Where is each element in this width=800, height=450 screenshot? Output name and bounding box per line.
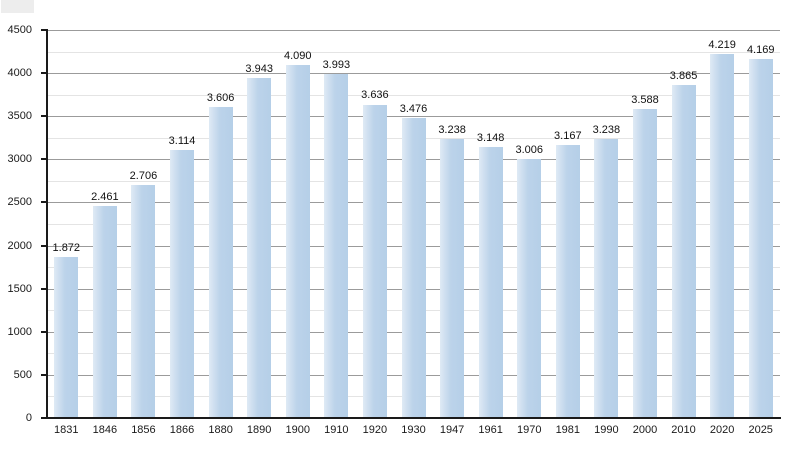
bar-value-label: 4.169: [746, 43, 775, 56]
bar: [710, 54, 735, 418]
bar-value-label: 4.090: [283, 50, 312, 63]
corner-artifact-box: [1, 0, 34, 13]
bar-value-label: 3.993: [322, 58, 351, 71]
bar: [54, 256, 79, 418]
bar: [555, 144, 580, 418]
y-axis-tick-label: 1500: [7, 282, 32, 295]
bar-value-label: 3.943: [245, 63, 273, 76]
y-axis-tick-label: 3000: [7, 153, 32, 166]
y-axis-tick-label: 2000: [7, 239, 32, 252]
x-axis-tick-label: 1930: [401, 424, 426, 436]
x-axis-tick-label: 1900: [285, 424, 310, 436]
bar: [170, 149, 195, 418]
y-axis-tick-label: 1000: [7, 325, 32, 338]
x-axis-tick-label: 2020: [709, 424, 735, 436]
y-axis-tick: [41, 330, 47, 333]
x-axis-tick-label: 1990: [594, 424, 619, 436]
x-axis-tick-label: 1856: [131, 424, 156, 436]
y-axis-tick: [41, 287, 47, 290]
x-axis-tick-label: 2000: [632, 424, 658, 436]
bar-value-label: 2.461: [91, 190, 119, 203]
major-gridline: [47, 116, 780, 118]
bar: [478, 146, 503, 418]
bar: [594, 138, 619, 418]
bar: [401, 118, 426, 418]
bar-value-label: 3.865: [669, 69, 698, 82]
bar-value-label: 4.219: [708, 39, 736, 52]
bar: [362, 104, 387, 418]
y-axis-tick-label: 4500: [7, 24, 32, 36]
x-axis-tick-label: 1970: [516, 424, 542, 436]
y-axis-tick-label: 2500: [7, 196, 32, 209]
bar-value-label: 3.476: [399, 103, 428, 116]
bar: [324, 73, 349, 418]
y-axis-tick: [41, 115, 47, 118]
bar-value-label: 3.006: [515, 143, 543, 156]
y-axis-tick: [41, 244, 47, 247]
bar-value-label: 3.114: [168, 134, 196, 147]
bar-value-label: 3.238: [438, 123, 466, 136]
bar: [92, 205, 117, 418]
bar: [440, 138, 465, 418]
x-axis-tick-label: 1910: [324, 424, 349, 436]
y-axis-tick-label: 0: [25, 412, 32, 424]
x-axis-tick-label: 1846: [92, 424, 118, 436]
y-axis-tick-label: 3500: [7, 110, 32, 123]
x-axis-tick-label: 1981: [555, 424, 581, 436]
x-axis-tick-label: 1920: [362, 424, 388, 436]
bar-value-label: 2.706: [129, 169, 158, 182]
minor-gridline: [47, 94, 780, 96]
bar: [247, 78, 272, 418]
major-gridline: [47, 73, 780, 75]
major-gridline: [47, 30, 780, 31]
y-axis-tick: [41, 29, 47, 31]
x-axis-tick-label: 2025: [748, 424, 773, 436]
bar-value-label: 3.606: [206, 92, 235, 105]
y-axis-tick: [41, 158, 47, 161]
bar: [131, 184, 156, 418]
bar-value-label: 3.588: [631, 93, 659, 106]
bar: [748, 58, 773, 418]
x-axis-tick-label: 1961: [478, 424, 503, 436]
plot-area: [47, 30, 780, 418]
y-axis-tick: [41, 373, 47, 376]
x-axis-line: [46, 417, 781, 419]
bar: [632, 108, 657, 418]
x-axis-tick-label: 1831: [54, 424, 79, 436]
minor-gridline: [47, 51, 780, 53]
bar-value-label: 1.872: [52, 241, 81, 254]
bar-value-label: 3.238: [592, 123, 621, 136]
y-axis-tick-label: 4000: [7, 67, 32, 80]
bar: [208, 107, 233, 418]
bar-value-label: 3.167: [554, 129, 582, 142]
x-axis-tick-label: 1890: [246, 424, 272, 436]
x-axis-tick-label: 1866: [169, 424, 195, 436]
y-axis-line: [46, 29, 48, 419]
x-axis-tick-label: 1947: [439, 424, 465, 436]
y-axis-tick: [41, 72, 47, 75]
bar-value-label: 3.636: [361, 89, 389, 102]
x-axis-tick-label: 2010: [671, 424, 696, 436]
bar: [285, 65, 310, 418]
bar: [517, 158, 542, 418]
bar: [671, 84, 696, 418]
x-axis-tick-label: 1880: [208, 424, 233, 436]
y-axis-tick: [41, 201, 47, 204]
bar-value-label: 3.148: [476, 131, 505, 144]
y-axis-tick-label: 500: [13, 368, 32, 381]
y-axis-tick: [41, 417, 47, 419]
